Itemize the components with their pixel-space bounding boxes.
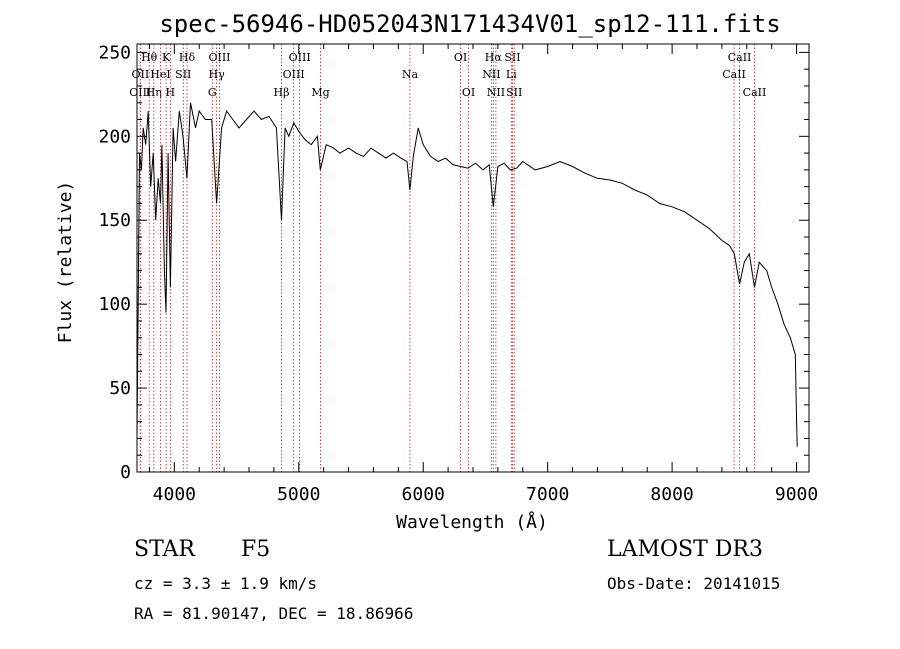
x-tick-label-7000: 7000: [526, 484, 569, 505]
x-tick-label-6000: 6000: [402, 484, 445, 505]
survey-name: LAMOST DR3: [607, 537, 763, 562]
spectral-line-label-OIII: OIII: [129, 86, 151, 99]
spectral-line-label-SII: SII: [504, 51, 520, 64]
axis-ticks: 4000 5000 6000 7000 8000 9000 0 50 100 150 200 250: [98, 42, 818, 505]
spectral-line-label-SII: SII: [175, 68, 191, 81]
spectral-line-label-CaII: CaII: [728, 51, 752, 64]
spectral-line-label-OIII: OIII: [208, 51, 230, 64]
spectral-line-label-OIII: OIII: [283, 68, 305, 81]
spectral-line-label-HeI: HeI: [150, 68, 170, 81]
spectral-line-label-Hβ: Hβ: [274, 86, 290, 99]
y-tick-label-0: 0: [120, 462, 131, 483]
spectrum-series-line: [136, 102, 798, 447]
spectral-line-label-Hθ: Hθ: [141, 51, 158, 64]
spectral-line-label-Hδ: Hδ: [179, 51, 196, 64]
spectral-line-label-Na: Na: [402, 68, 419, 81]
y-tick-label-100: 100: [98, 294, 131, 315]
spectral-line-label-OI: OI: [454, 51, 467, 64]
spectral-line-label-CaII: CaII: [743, 86, 767, 99]
spectral-line-label-NII: NII: [482, 68, 500, 81]
spectral-line-label-NII: NII: [487, 86, 505, 99]
spectral-line-label-SII: SII: [506, 86, 522, 99]
spectral-line-label-Mg: Mg: [311, 86, 329, 99]
x-tick-label-5000: 5000: [277, 484, 320, 505]
spectral-line-label-CaII: CaII: [722, 68, 746, 81]
spectral-line-label-Hα: Hα: [485, 51, 503, 64]
axes: [136, 43, 810, 473]
spectral-line-label-OIII: OIII: [289, 51, 311, 64]
y-tick-label-150: 150: [98, 210, 131, 231]
sky-coordinates: RA = 81.90147, DEC = 18.86966: [134, 604, 414, 623]
object-class: STAR: [134, 537, 195, 562]
y-tick-label-50: 50: [109, 378, 131, 399]
y-axis-label: Flux (relative): [55, 181, 76, 344]
plot-frame: [136, 43, 810, 473]
spectral-line-label-H: H: [166, 86, 176, 99]
spectral-line-label-OII: OII: [132, 68, 150, 81]
spectral-line-label-Hγ: Hγ: [209, 68, 226, 81]
redshift-velocity: cz = 3.3 ± 1.9 km/s: [134, 574, 318, 593]
x-tick-label-4000: 4000: [153, 484, 196, 505]
chart-title: spec-56946-HD052043N171434V01_sp12-111.f…: [159, 10, 780, 38]
y-tick-label-250: 250: [98, 42, 131, 63]
x-axis-label: Wavelength (Å): [396, 511, 548, 533]
object-subclass: F5: [241, 537, 271, 562]
spectral-line-label-G: G: [208, 86, 217, 99]
spectral-line-label-Hη: Hη: [146, 86, 162, 99]
observation-date: Obs-Date: 20141015: [607, 574, 781, 593]
spectral-line-label-K: K: [162, 51, 171, 64]
y-tick-label-200: 200: [98, 126, 131, 147]
spectral-line-label-Li: Li: [506, 68, 517, 81]
spectral-line-label-OI: OI: [462, 86, 475, 99]
x-tick-label-9000: 9000: [775, 484, 818, 505]
x-tick-label-8000: 8000: [650, 484, 693, 505]
